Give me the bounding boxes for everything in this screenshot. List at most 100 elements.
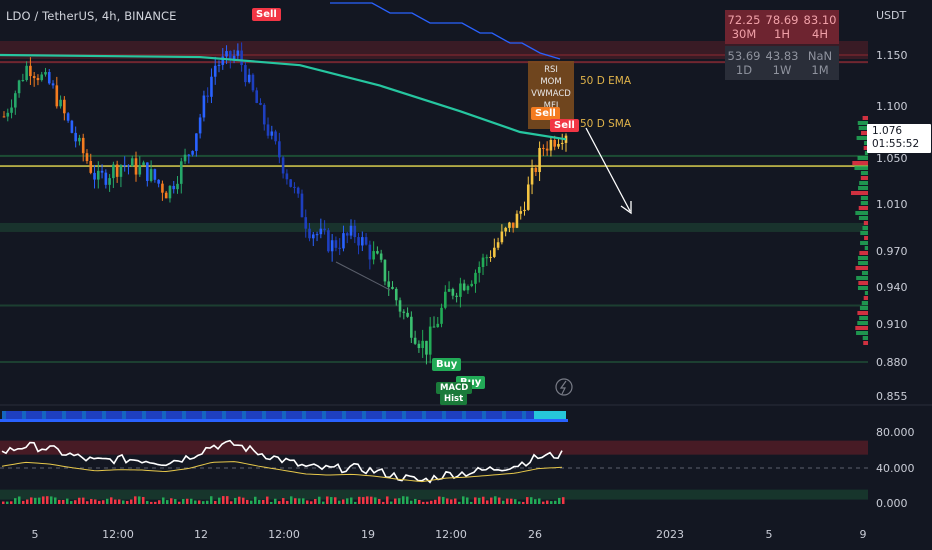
histogram-bar (390, 501, 393, 504)
histogram-bar (174, 499, 177, 504)
heat-cell (442, 411, 446, 419)
histogram-bar (290, 496, 293, 504)
histogram-bar (378, 498, 381, 504)
candle-body (489, 256, 492, 258)
candle-body (232, 55, 236, 60)
candle-body (342, 233, 345, 249)
candle-body (112, 164, 115, 179)
heat-cell (286, 411, 290, 419)
bar-countdown: 01:55:52 (872, 138, 920, 150)
histogram-bar (154, 501, 157, 504)
heat-cell (478, 411, 482, 419)
candle-body (523, 209, 526, 212)
heat-cell (218, 411, 222, 419)
overbought-band (0, 440, 868, 455)
level-line (0, 61, 868, 64)
histogram-bar (546, 500, 549, 504)
candle-body (406, 312, 409, 317)
heat-cell (414, 411, 418, 419)
candle-body (553, 139, 556, 147)
heat-cell (38, 411, 42, 419)
volume-profile-bar (856, 276, 868, 280)
histogram-bar (34, 497, 37, 504)
heat-cell (226, 411, 230, 419)
heat-cell (258, 411, 262, 419)
histogram-bar (190, 498, 193, 504)
heat-cell (278, 411, 282, 419)
level-line (0, 154, 868, 157)
heat-cell (330, 411, 334, 419)
volume-profile-bar (860, 241, 868, 245)
histogram-bar (350, 497, 353, 504)
histogram-bar (286, 500, 289, 504)
histogram-bar (42, 496, 45, 504)
histogram-bar (46, 496, 49, 504)
tf-cell-30m: 72.25 30M (725, 10, 763, 44)
histogram-bar (30, 497, 33, 504)
heat-cell (446, 411, 450, 419)
heat-cell (70, 411, 74, 419)
volume-profile-bar (857, 286, 868, 290)
histogram-bar (482, 496, 485, 504)
heat-cell (518, 411, 522, 419)
heat-cell (482, 411, 486, 419)
heat-cell (454, 411, 458, 419)
volume-profile-bar (857, 156, 868, 160)
volume-profile-bar (859, 316, 868, 320)
chart-title: LDO / TetherUS, 4h, BINANCE (6, 9, 177, 23)
heat-cell (86, 411, 90, 419)
candle-body (183, 154, 187, 162)
histogram-bar (130, 499, 133, 504)
heat-cell (358, 411, 362, 419)
histogram-bar (298, 498, 301, 504)
histogram-bar (218, 497, 221, 504)
candle-body (240, 50, 243, 66)
tf-cell-4h: 83.10 4H (801, 10, 839, 44)
volume-profile-bar (857, 121, 868, 125)
candle-body (127, 165, 130, 167)
candle-body (85, 153, 89, 162)
candle-body (74, 132, 77, 142)
heat-cell (118, 411, 122, 419)
histogram-bar (178, 501, 181, 504)
histogram-bar (370, 496, 373, 504)
volume-profile-bar (860, 196, 868, 200)
heat-cell (382, 411, 386, 419)
histogram-bar (530, 497, 533, 504)
candle-body (508, 222, 511, 228)
candle-body (432, 326, 436, 328)
rsi-line (1, 439, 563, 484)
heat-cell (42, 411, 46, 419)
candle-body (379, 253, 383, 260)
heat-cell (406, 411, 410, 419)
heat-cell (154, 411, 158, 419)
candle-body (304, 217, 308, 229)
histogram-bar (282, 498, 285, 504)
sell-signal-top: Sell (252, 8, 281, 21)
candle-body (81, 137, 85, 154)
volume-profile-bar (863, 146, 868, 150)
candle-body (29, 65, 32, 77)
heat-cell (370, 411, 374, 419)
price-tick: 0.970 (876, 245, 908, 258)
heat-cell (246, 411, 250, 419)
volume-profile-bar (851, 191, 868, 195)
volume-profile-bar (858, 261, 868, 265)
candle-body (32, 76, 36, 79)
heat-cell (318, 411, 322, 419)
heat-cell (462, 411, 466, 419)
heat-cell (314, 411, 318, 419)
candle-body (93, 172, 96, 180)
candle-body (14, 93, 17, 108)
candle-body (229, 51, 232, 60)
heat-cell (238, 411, 242, 419)
histogram-bars (2, 496, 565, 504)
candle-body (123, 165, 126, 167)
heat-cell (174, 411, 178, 419)
histogram-bar (442, 496, 445, 504)
candle-body (436, 323, 440, 328)
heat-strip (0, 411, 568, 422)
volume-profile-bar (854, 166, 868, 170)
histogram-bar (78, 497, 81, 504)
